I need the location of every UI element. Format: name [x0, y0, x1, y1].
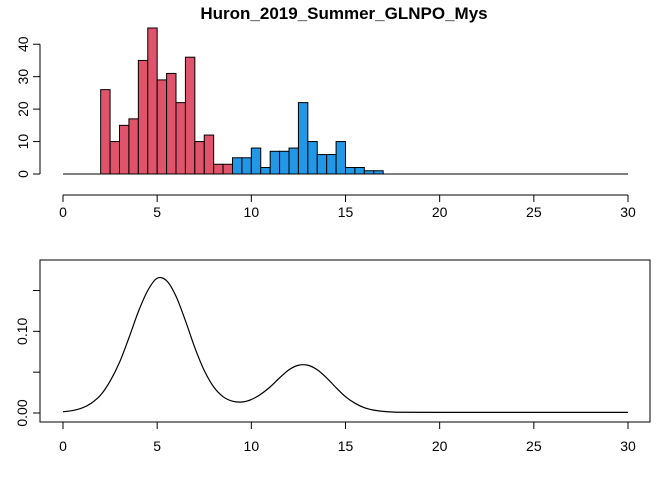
histogram-bar	[213, 163, 224, 175]
density-y-axis: 0.00 0.10	[14, 290, 41, 427]
x-tick-label: 15	[338, 204, 354, 220]
chart-title: Huron_2019_Summer_GLNPO_Mys	[200, 4, 487, 23]
histogram-y-axis: 0 10 20 30 40	[15, 36, 41, 178]
y-tick-label: 10	[15, 134, 31, 150]
density-x-axis: 0 5 10 15 20 25 30	[59, 421, 636, 454]
histogram-bar	[326, 154, 337, 175]
histogram-bars	[100, 27, 384, 175]
histogram-bar	[119, 124, 130, 175]
x-tick-label: 5	[153, 438, 161, 454]
histogram-bar	[222, 163, 233, 175]
x-tick-label: 15	[338, 438, 354, 454]
y-tick-label: 0	[15, 170, 31, 178]
histogram-bar	[147, 27, 158, 175]
histogram-bar	[269, 150, 281, 175]
histogram-bar	[241, 157, 252, 175]
x-tick-label: 30	[620, 438, 636, 454]
histogram-bar	[156, 79, 168, 175]
histogram-bar	[128, 118, 139, 175]
x-tick-label: 10	[244, 204, 260, 220]
x-tick-label: 0	[59, 204, 67, 220]
histogram-bar	[297, 102, 309, 175]
histogram-bar	[345, 167, 356, 175]
histogram-bar	[109, 141, 121, 175]
density-plot-box	[39, 259, 651, 423]
histogram-bar	[354, 167, 365, 175]
histogram-bar	[194, 141, 205, 175]
density-panel: 0 5 10 15 20 25 30 0.00 0.10	[14, 259, 651, 454]
histogram-bar	[288, 147, 299, 175]
x-tick-label: 5	[153, 204, 161, 220]
histogram-bar	[335, 141, 347, 175]
x-tick-label: 25	[526, 438, 542, 454]
histogram-bar	[307, 141, 318, 175]
x-tick-label: 25	[526, 204, 542, 220]
x-tick-label: 10	[244, 438, 260, 454]
x-tick-label: 20	[432, 438, 448, 454]
y-tick-label: 40	[15, 36, 31, 52]
y-tick-label: 0.10	[14, 317, 30, 344]
histogram-bar	[100, 89, 111, 175]
histogram-x-axis: 0 5 10 15 20 25 30	[59, 194, 636, 220]
y-tick-label: 20	[15, 101, 31, 117]
y-tick-label: 0.00	[14, 399, 30, 426]
histogram-bar	[260, 167, 271, 175]
histogram-bar	[166, 72, 177, 175]
histogram-bar	[279, 150, 290, 175]
histogram-bar	[250, 147, 262, 175]
histogram-panel: Huron_2019_Summer_GLNPO_Mys 0 5 10 15 20 25 30…	[15, 4, 636, 220]
histogram-bar	[316, 154, 328, 175]
y-tick-label: 30	[15, 69, 31, 85]
x-tick-label: 0	[59, 438, 67, 454]
histogram-bar	[203, 134, 215, 175]
histogram-bar	[137, 59, 149, 175]
histogram-bar	[175, 102, 186, 175]
x-tick-label: 20	[432, 204, 448, 220]
density-curve	[62, 276, 629, 413]
histogram-bar	[184, 56, 196, 175]
histogram-bar	[232, 157, 243, 175]
x-tick-label: 30	[620, 204, 636, 220]
